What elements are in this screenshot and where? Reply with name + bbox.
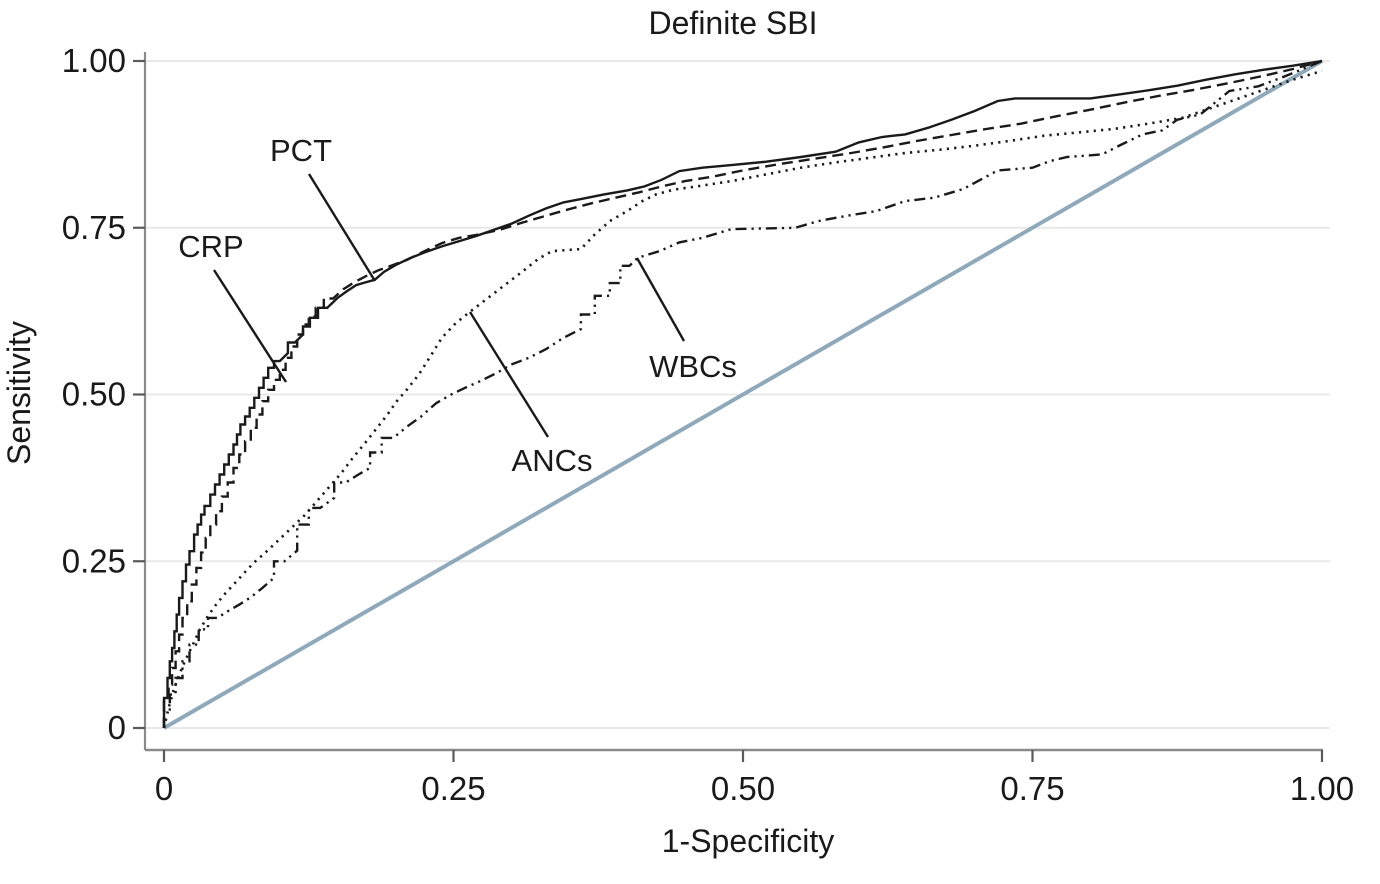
curve-label-pct: PCT: [270, 133, 332, 168]
curve-label-wbcs: WBCs: [649, 349, 737, 384]
leader-line-ancs: [468, 311, 550, 438]
x-tick-label: 0.75: [1000, 770, 1064, 807]
y-tick-label: 0.25: [62, 542, 126, 579]
curve-label-ancs: ANCs: [512, 443, 593, 478]
x-tick-label: 1.00: [1290, 770, 1354, 807]
leader-line-pct: [307, 173, 377, 282]
x-tick-label: 0.50: [711, 770, 775, 807]
y-axis-title: Sensitivity: [1, 321, 37, 465]
chart-title: Definite SBI: [649, 5, 818, 41]
curve-label-crp: CRP: [178, 229, 243, 264]
leader-line-wbcs: [635, 257, 686, 342]
y-tick-label: 0.50: [62, 376, 126, 413]
roc-curve-wbcs: [162, 59, 1323, 728]
roc-curve-crp: [162, 59, 1323, 728]
y-tick-label: 0.75: [62, 209, 126, 246]
x-axis-title: 1-Specificity: [662, 823, 835, 859]
chance-diagonal: [163, 59, 1323, 730]
leader-line-crp: [212, 269, 288, 383]
y-tick-label: 0: [108, 709, 126, 746]
y-tick-label: 1.00: [62, 42, 126, 79]
x-tick-label: 0: [155, 770, 173, 807]
x-tick-label: 0.25: [421, 770, 485, 807]
